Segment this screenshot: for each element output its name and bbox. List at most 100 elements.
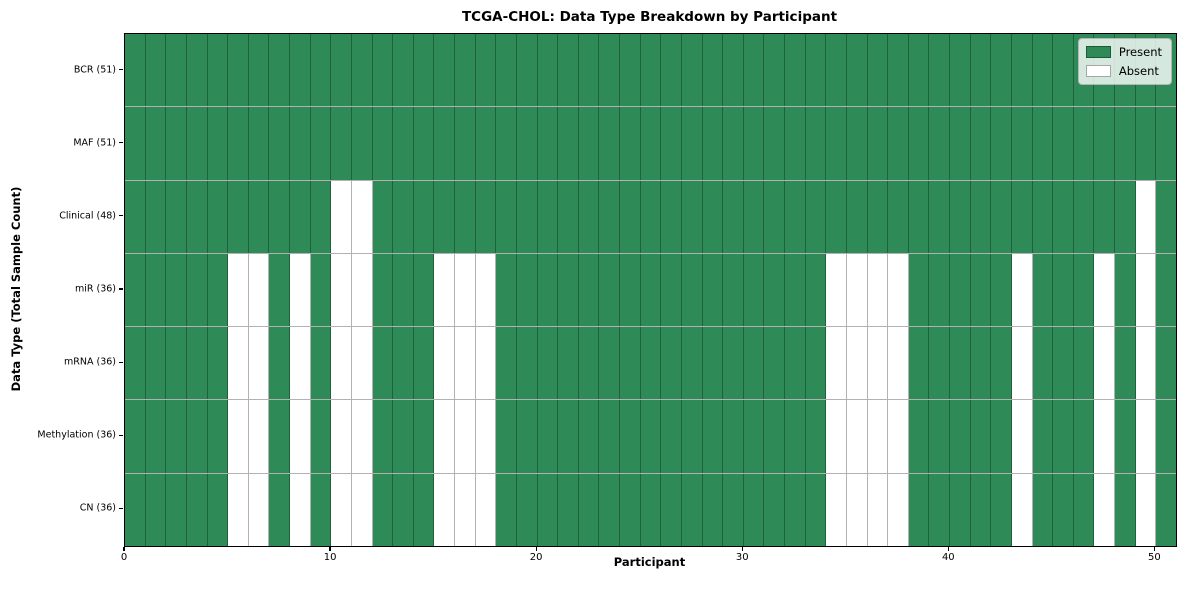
matrix-cell: [393, 253, 414, 327]
matrix-cell: [743, 180, 765, 253]
matrix-cell: [475, 327, 497, 400]
matrix-cell: [393, 400, 414, 473]
matrix-cell: [125, 180, 146, 253]
matrix-cell: [475, 400, 497, 473]
matrix-cell: [1053, 400, 1074, 473]
matrix-cell: [908, 107, 930, 180]
matrix-cell: [145, 253, 167, 327]
matrix-cell: [372, 180, 394, 253]
matrix-cell: [764, 180, 785, 253]
matrix-cell: [640, 473, 662, 546]
matrix-row: [125, 34, 1176, 108]
matrix-cell: [785, 400, 806, 473]
matrix-cell: [310, 327, 332, 400]
matrix-cell: [186, 400, 208, 473]
matrix-cell: [1011, 34, 1033, 107]
matrix-cell: [867, 107, 889, 180]
matrix-cell: [145, 107, 167, 180]
matrix-cell: [785, 107, 806, 180]
matrix-cell: [846, 327, 868, 400]
matrix-cell: [351, 400, 373, 473]
y-tick-label: mRNA (36): [64, 356, 116, 368]
matrix-cell: [166, 107, 187, 180]
matrix-cell: [743, 327, 765, 400]
matrix-cell: [661, 400, 682, 473]
matrix-cell: [455, 400, 476, 473]
matrix-cell: [413, 473, 435, 546]
matrix-cell: [867, 327, 889, 400]
matrix-cell: [908, 473, 930, 546]
matrix-cell: [785, 253, 806, 327]
matrix-cell: [228, 473, 249, 546]
matrix-cell: [578, 400, 600, 473]
matrix-cell: [970, 400, 992, 473]
matrix-cell: [743, 253, 765, 327]
matrix-cell: [248, 253, 270, 327]
matrix-cell: [1156, 327, 1176, 400]
matrix-row: [125, 327, 1176, 401]
matrix-cell: [372, 400, 394, 473]
matrix-cell: [1156, 107, 1176, 180]
matrix-cell: [455, 107, 476, 180]
matrix-cell: [888, 473, 909, 546]
matrix-cell: [640, 107, 662, 180]
matrix-cell: [186, 473, 208, 546]
matrix-cell: [1094, 473, 1115, 546]
x-tick-mark: [329, 546, 331, 551]
matrix-cell: [290, 107, 311, 180]
matrix-cell: [681, 327, 703, 400]
matrix-cell: [681, 473, 703, 546]
matrix-cell: [228, 107, 249, 180]
matrix-cell: [888, 34, 909, 107]
matrix-cell: [1053, 473, 1074, 546]
matrix-cell: [1073, 473, 1095, 546]
matrix-cell: [351, 253, 373, 327]
matrix-cell: [640, 253, 662, 327]
matrix-cell: [661, 107, 682, 180]
matrix-cell: [764, 253, 785, 327]
matrix-cell: [599, 34, 620, 107]
matrix-cell: [269, 180, 290, 253]
matrix-cell: [723, 180, 744, 253]
matrix-cell: [290, 180, 311, 253]
matrix-cell: [826, 253, 847, 327]
matrix-cell: [578, 107, 600, 180]
matrix-cell: [950, 327, 971, 400]
matrix-cell: [351, 327, 373, 400]
matrix-cell: [620, 180, 641, 253]
matrix-cell: [826, 34, 847, 107]
matrix-cell: [785, 473, 806, 546]
matrix-cell: [1011, 107, 1033, 180]
matrix-cell: [846, 400, 868, 473]
matrix-cell: [475, 473, 497, 546]
matrix-row: [125, 400, 1176, 474]
matrix-cell: [331, 107, 352, 180]
matrix-cell: [929, 180, 950, 253]
matrix-cell: [351, 107, 373, 180]
matrix-cell: [310, 34, 332, 107]
matrix-cell: [475, 34, 497, 107]
matrix-cell: [166, 400, 187, 473]
matrix-cell: [1135, 400, 1157, 473]
matrix-cell: [207, 180, 229, 253]
x-tick-label: 0: [120, 552, 128, 563]
matrix-cell: [351, 180, 373, 253]
matrix-cell: [888, 253, 909, 327]
matrix-cell: [145, 34, 167, 107]
matrix-cell: [516, 473, 538, 546]
matrix-cell: [640, 400, 662, 473]
y-tick-label: Methylation (36): [37, 429, 116, 441]
matrix-cell: [413, 253, 435, 327]
matrix-cell: [1115, 107, 1136, 180]
matrix-cell: [888, 400, 909, 473]
matrix-cell: [681, 253, 703, 327]
matrix-cell: [908, 34, 930, 107]
matrix-cell: [413, 180, 435, 253]
matrix-cell: [723, 34, 744, 107]
matrix-cell: [125, 34, 146, 107]
x-tick-mark: [123, 546, 125, 551]
matrix-cell: [1135, 107, 1157, 180]
matrix-cell: [661, 34, 682, 107]
matrix-cell: [743, 400, 765, 473]
matrix-cell: [991, 400, 1012, 473]
